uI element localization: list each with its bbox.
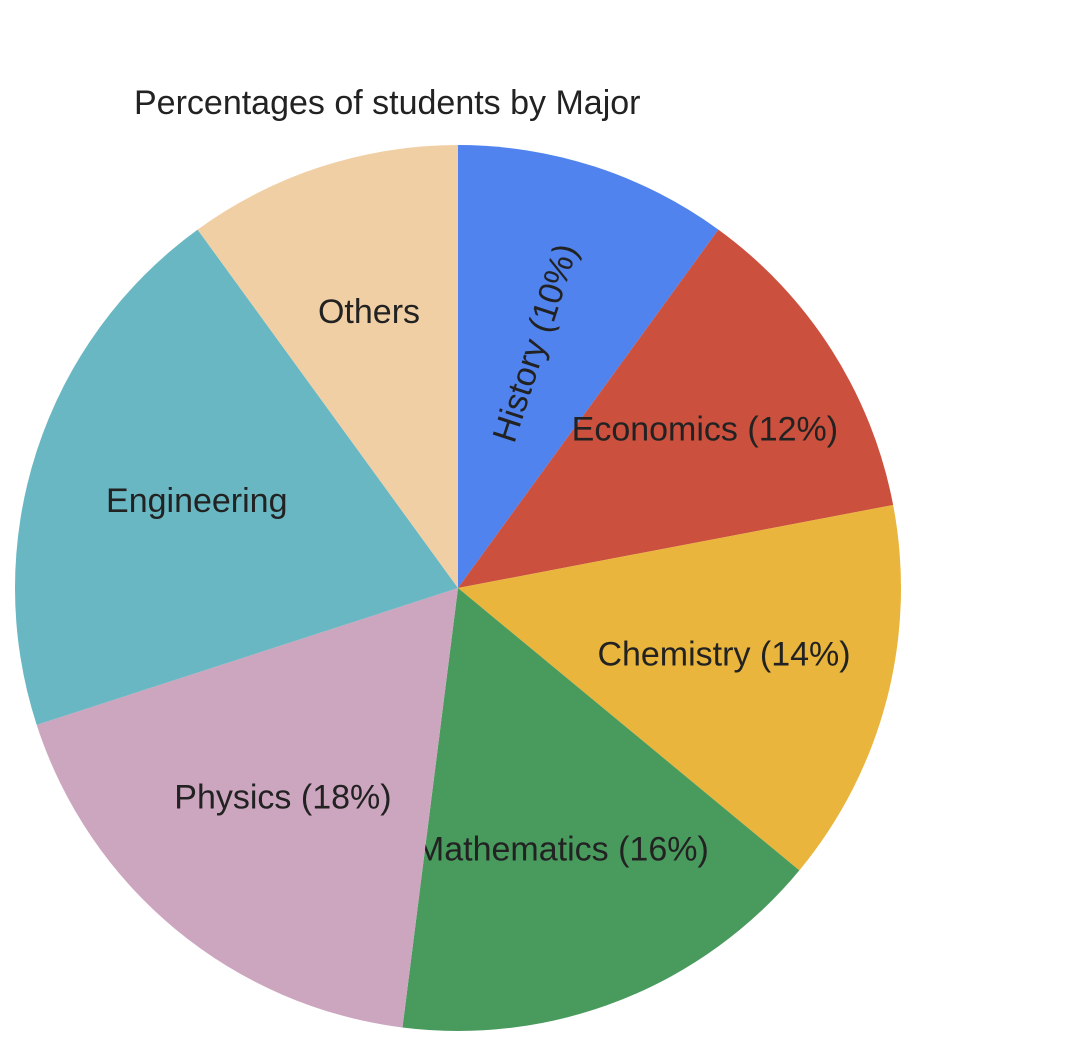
pie-slice-5 bbox=[14, 229, 459, 725]
pie-slice-label-2: Chemistry (14%) bbox=[597, 635, 850, 673]
pie-slice-2 bbox=[458, 504, 901, 871]
pie-slice-label-6: Others bbox=[318, 293, 420, 331]
pie-slice-label-1: Economics (12%) bbox=[572, 410, 838, 448]
pie-slice-label-3: Mathematics (16%) bbox=[416, 831, 709, 869]
pie-slice-4 bbox=[36, 588, 458, 1028]
pie-slice-1 bbox=[458, 229, 894, 588]
pie-slice-6 bbox=[197, 145, 458, 588]
pie-slice-label-4: Physics (18%) bbox=[174, 779, 391, 817]
pie-slice-3 bbox=[402, 588, 800, 1031]
pie-slice-0 bbox=[458, 145, 719, 588]
pie-slice-label-5: Engineering bbox=[106, 482, 287, 520]
chart-title: Percentages of students by Major bbox=[134, 84, 641, 122]
